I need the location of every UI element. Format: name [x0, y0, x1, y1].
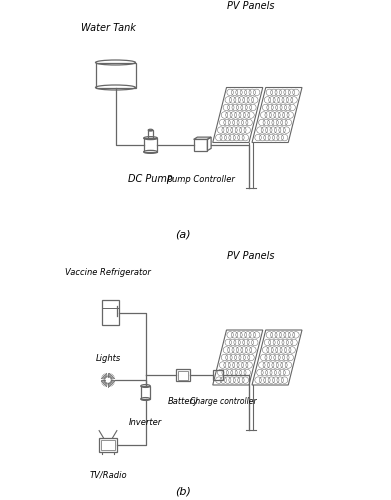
- Text: Vaccine Refrigerator: Vaccine Refrigerator: [65, 268, 151, 277]
- Bar: [99, 438, 117, 452]
- Text: Inverter: Inverter: [129, 418, 162, 427]
- Text: PV Panels: PV Panels: [227, 251, 274, 261]
- Bar: [95, 62, 136, 88]
- Bar: [213, 370, 223, 380]
- Bar: [143, 138, 157, 152]
- Bar: [148, 130, 153, 138]
- Text: Lights: Lights: [95, 354, 121, 363]
- Bar: [176, 369, 190, 381]
- Bar: [141, 386, 150, 399]
- Text: Battery: Battery: [167, 397, 199, 406]
- Text: Charge controller: Charge controller: [190, 397, 256, 406]
- Bar: [178, 370, 188, 380]
- Text: Water Tank: Water Tank: [81, 23, 135, 33]
- Text: TV/Radio: TV/Radio: [89, 470, 127, 480]
- Text: (b): (b): [175, 487, 191, 497]
- Bar: [194, 140, 207, 150]
- Text: Pump Controller: Pump Controller: [167, 176, 235, 184]
- Bar: [101, 440, 115, 450]
- Text: DC Pump: DC Pump: [128, 174, 173, 184]
- Bar: [102, 300, 118, 325]
- Text: (a): (a): [175, 230, 191, 239]
- Text: PV Panels: PV Panels: [227, 0, 274, 10]
